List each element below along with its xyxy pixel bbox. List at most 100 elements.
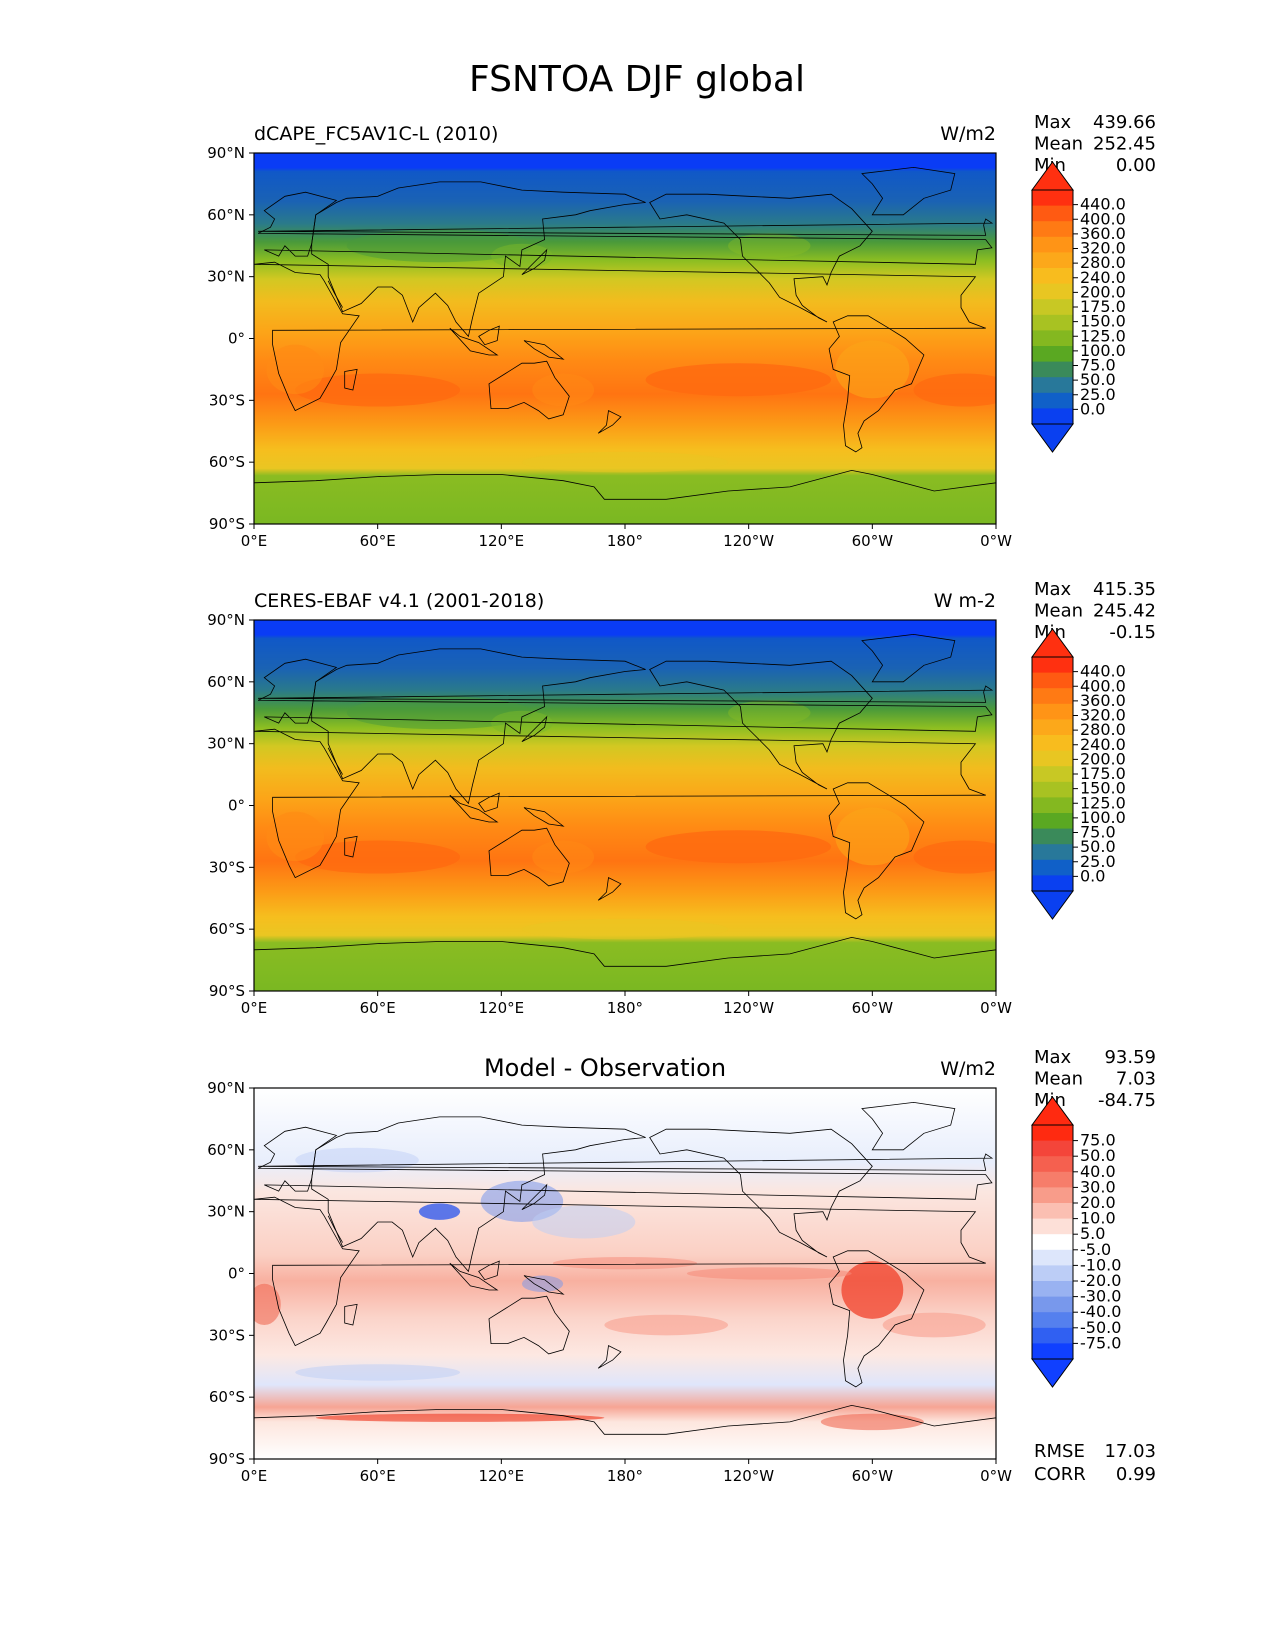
colorbar-segment	[1032, 1125, 1073, 1141]
coastline-europe	[257, 658, 993, 732]
field-anomaly-patch	[835, 807, 910, 866]
colorbar-segment	[1032, 283, 1073, 300]
stat-value-corr: 0.99	[1116, 1464, 1156, 1485]
colorbar-segment	[1032, 719, 1073, 736]
colorbar-segment	[1032, 1312, 1073, 1329]
colorbar-segment	[1032, 190, 1073, 206]
field-anomaly-patch	[295, 840, 461, 874]
coastline-greenland	[861, 1101, 956, 1151]
y-tick-label: 60°S	[209, 920, 245, 938]
colorbar-segment	[1032, 1187, 1073, 1204]
field-anomaly-patch	[418, 1203, 461, 1220]
panel-units: W/m2	[940, 123, 996, 145]
stat-label-rmse: RMSE	[1034, 1441, 1085, 1462]
panel-title: CERES-EBAF v4.1 (2001-2018)	[254, 590, 544, 612]
y-tick-label: 90°N	[207, 611, 245, 629]
x-tick-label: 180°	[607, 999, 643, 1017]
x-tick-label: 60°W	[852, 999, 894, 1017]
colorbar-segment	[1032, 330, 1073, 347]
field-anomaly-patch	[820, 1413, 924, 1431]
coastline-indonesia	[449, 327, 499, 356]
colorbar-label: 320.0	[1080, 706, 1126, 725]
colorbar-segment	[1032, 252, 1073, 269]
x-tick-label: 120°W	[723, 999, 774, 1017]
colorbar-label: 360.0	[1080, 224, 1126, 243]
colorbar-segment	[1032, 1218, 1073, 1235]
colorbar-segment	[1032, 236, 1073, 253]
colorbar-segment	[1032, 1327, 1073, 1344]
stat-value-rmse: 17.03	[1104, 1441, 1156, 1462]
colorbar-label: 400.0	[1080, 676, 1126, 695]
coastline-asia	[311, 648, 646, 805]
stat-label-max: Max	[1034, 579, 1072, 600]
coastline-borneo	[478, 792, 500, 813]
coastline-africa	[254, 1196, 986, 1347]
colorbar-label: 240.0	[1080, 735, 1126, 754]
colorbar-extend-min	[1031, 423, 1074, 453]
y-tick-label: 0°	[228, 330, 245, 348]
colorbar-segment	[1032, 781, 1073, 798]
panel-units: W m-2	[934, 590, 996, 612]
coastline-sam	[828, 315, 925, 453]
colorbar-segment	[1032, 1343, 1073, 1360]
y-tick-label: 30°N	[207, 268, 245, 286]
colorbar-segment	[1032, 1281, 1073, 1297]
colorbar-segment	[1032, 1140, 1073, 1157]
colorbar-label: 175.0	[1080, 297, 1126, 316]
x-tick-label: 60°E	[360, 1467, 396, 1485]
panel-title: dCAPE_FC5AV1C-L (2010)	[254, 123, 498, 145]
colorbar-segment	[1032, 703, 1073, 720]
coastline-madagascar	[344, 835, 358, 858]
field-anomaly-patch	[521, 451, 729, 473]
colorbar-segment	[1032, 688, 1073, 705]
field-anomaly-patch	[266, 344, 325, 395]
stat-label-mean: Mean	[1034, 601, 1083, 622]
colorbar-label: -40.0	[1080, 1302, 1121, 1321]
x-tick-label: 120°W	[723, 1467, 774, 1485]
colorbar-label: 50.0	[1080, 837, 1116, 856]
colorbar-label: -10.0	[1080, 1255, 1121, 1274]
field-anomaly-patch	[532, 1205, 636, 1239]
stat-label-max: Max	[1034, 112, 1072, 133]
field-anomaly-patch	[480, 1180, 564, 1222]
colorbar-label: 0.0	[1080, 866, 1105, 885]
field-anomaly-patch	[835, 340, 910, 399]
coastline-sam	[828, 1250, 925, 1388]
coastline-nam	[649, 660, 873, 790]
colorbar-segment	[1032, 1296, 1073, 1313]
colorbar-segment	[1032, 221, 1073, 238]
x-tick-label: 60°E	[360, 532, 396, 550]
coastline-japan	[521, 248, 548, 275]
colorbar-frame	[1031, 1124, 1074, 1360]
coastline-nam	[649, 193, 873, 323]
coastline-madagascar	[344, 1303, 358, 1326]
field-anomaly-patch	[728, 700, 811, 726]
colorbar-label: 75.0	[1080, 823, 1116, 842]
y-tick-label: 0°	[228, 797, 245, 815]
coastline-arabia_hint	[327, 1215, 343, 1243]
stat-value-mean: 252.45	[1093, 134, 1156, 155]
coastline-newzealand	[597, 876, 622, 901]
colorbar-label: 100.0	[1080, 341, 1126, 360]
field-anomaly-patch	[491, 243, 553, 269]
colorbar-segment	[1032, 844, 1073, 861]
map-field	[254, 1088, 996, 1459]
colorbar-segment	[1032, 346, 1073, 362]
stat-value-mean: 245.42	[1093, 601, 1156, 622]
coastline-greenland	[861, 633, 956, 683]
coastline-newzealand	[597, 409, 622, 434]
x-tick-label: 180°	[607, 532, 643, 550]
colorbar-label: 150.0	[1080, 779, 1126, 798]
x-tick-label: 0°E	[241, 532, 268, 550]
y-tick-label: 0°	[228, 1265, 245, 1283]
colorbar-label: 50.0	[1080, 1146, 1116, 1165]
x-tick-label: 0°E	[241, 1467, 268, 1485]
field-anomaly-patch	[254, 1283, 281, 1326]
y-tick-label: 30°S	[209, 391, 245, 409]
colorbar-segment	[1032, 859, 1073, 876]
colorbar-segment	[1032, 1156, 1073, 1173]
coastline-arabia_hint	[327, 747, 343, 775]
colorbar-segment	[1032, 268, 1073, 284]
coastline-antarctica	[254, 1404, 996, 1459]
